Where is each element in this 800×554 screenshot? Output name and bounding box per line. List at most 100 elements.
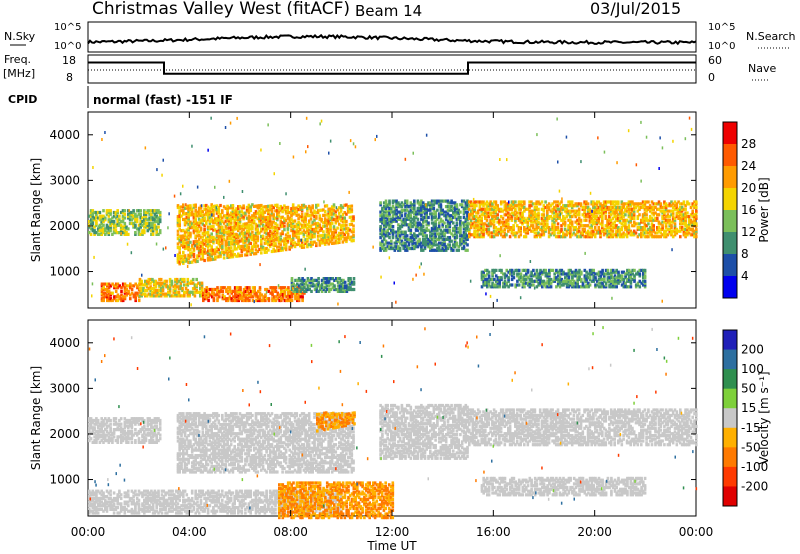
- data-cell: [229, 226, 233, 230]
- data-cell: [288, 218, 291, 222]
- data-cell: [186, 290, 190, 294]
- data-cell: [178, 218, 181, 222]
- data-cell: [221, 234, 224, 238]
- data-cell: [277, 245, 281, 249]
- data-cell: [161, 287, 165, 291]
- data-cell: [381, 212, 384, 216]
- data-cell: [109, 212, 112, 216]
- data-cell: [322, 224, 325, 228]
- data-cell: [300, 231, 304, 235]
- data-cell: [265, 246, 268, 251]
- data-cell: [226, 219, 229, 223]
- data-cell: [247, 240, 251, 244]
- data-cell: [500, 268, 503, 272]
- data-cell: [260, 207, 263, 211]
- data-cell: [201, 222, 205, 226]
- data-cell: [113, 297, 116, 301]
- data-cell: [307, 235, 311, 239]
- data-cell: [208, 258, 212, 262]
- data-cell: [290, 278, 294, 282]
- data-cell: [102, 291, 105, 295]
- data-cell: [244, 295, 248, 299]
- data-cell: [157, 210, 160, 215]
- data-cell: [153, 214, 157, 218]
- data-cell: [691, 209, 694, 213]
- data-cell: [609, 209, 613, 213]
- data-cell: [624, 220, 627, 224]
- data-cell: [439, 217, 443, 221]
- data-cell: [382, 228, 386, 232]
- data-cell: [388, 206, 391, 210]
- data-cell: [323, 204, 327, 208]
- data-cell: [197, 223, 201, 227]
- data-cell: [107, 291, 111, 295]
- data-cell: [390, 230, 393, 234]
- data-cell: [260, 216, 263, 220]
- data-cell: [237, 287, 241, 292]
- data-cell: [299, 227, 302, 231]
- data-cell: [448, 215, 452, 220]
- data-cell: [302, 205, 306, 209]
- data-cell: [414, 210, 418, 214]
- data-cell: [448, 205, 452, 209]
- data-cell: [514, 220, 517, 224]
- data-cell: [563, 205, 567, 210]
- data-cell: [386, 214, 389, 218]
- data-cell: [309, 226, 313, 230]
- data-cell: [212, 204, 215, 208]
- data-cell: [197, 243, 201, 247]
- data-cell: [517, 202, 521, 206]
- data-cell: [629, 200, 632, 204]
- data-cell: [213, 257, 217, 261]
- data-cell: [212, 291, 216, 295]
- data-cell: [301, 298, 304, 303]
- data-cell: [207, 291, 210, 295]
- data-cell: [149, 288, 152, 293]
- data-cell: [208, 238, 212, 242]
- data-cell: [397, 217, 400, 221]
- data-cell: [144, 221, 148, 226]
- data-cell: [538, 235, 542, 239]
- data-cell: [149, 292, 152, 296]
- data-cell: [189, 255, 192, 259]
- data-cell: [235, 298, 239, 303]
- data-cell: [192, 249, 196, 253]
- data-cell: [153, 225, 157, 229]
- data-cell: [420, 214, 423, 218]
- data-cell: [141, 231, 144, 235]
- data-cell: [267, 232, 270, 236]
- data-cell: [258, 286, 262, 290]
- data-cell: [388, 236, 391, 240]
- data-cell: [332, 208, 336, 212]
- data-cell: [157, 209, 160, 213]
- data-cell: [88, 225, 91, 229]
- data-cell: [109, 220, 112, 224]
- data-cell: [235, 289, 239, 293]
- data-cell: [180, 234, 183, 238]
- data-cell: [240, 253, 244, 258]
- data-cell: [229, 237, 233, 241]
- data-cell: [183, 292, 186, 296]
- data-cell: [179, 281, 183, 285]
- data-cell: [178, 205, 181, 209]
- data-cell: [546, 213, 549, 217]
- data-cell: [453, 241, 457, 245]
- data-cell: [386, 245, 389, 249]
- data-cell: [208, 208, 212, 213]
- data-cell: [187, 257, 190, 261]
- data-cell: [265, 215, 268, 220]
- data-cell: [329, 227, 332, 231]
- data-cell: [130, 218, 134, 222]
- data-cell: [466, 205, 469, 209]
- data-cell: [484, 227, 487, 231]
- data-cell: [192, 225, 196, 229]
- data-cell: [567, 211, 570, 215]
- data-cell: [352, 287, 356, 292]
- data-cell: [414, 212, 418, 216]
- data-cell: [542, 222, 546, 226]
- data-cell: [416, 225, 420, 229]
- data-cell: [180, 254, 183, 258]
- data-cell: [430, 243, 434, 247]
- data-cell: [400, 205, 404, 209]
- data-cell: [194, 218, 197, 222]
